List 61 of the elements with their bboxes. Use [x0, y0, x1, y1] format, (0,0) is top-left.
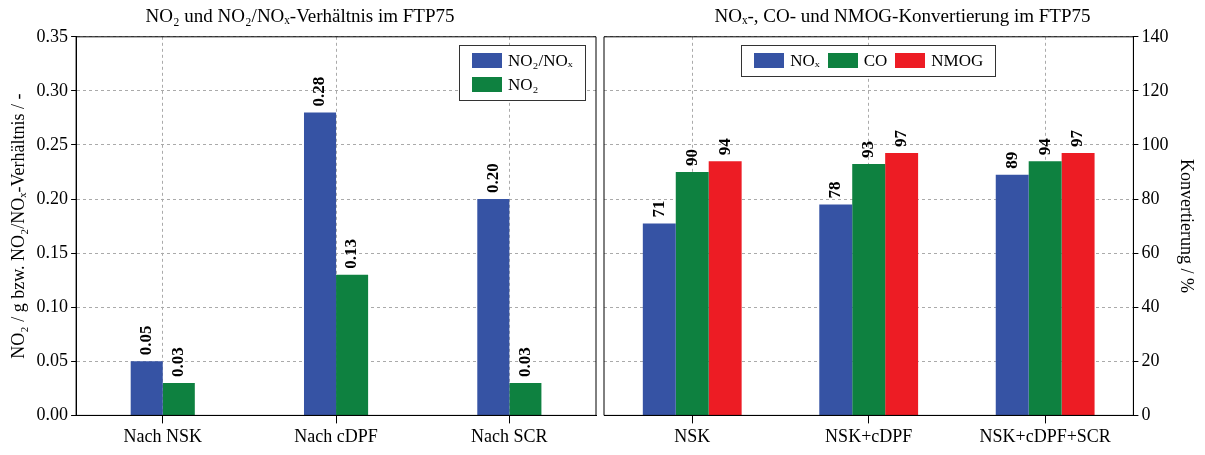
y-tick-label: 0.30 [36, 79, 69, 100]
y2-tick-label: 140 [1141, 25, 1169, 46]
x-tick-label: NSK+cDPF [825, 425, 913, 446]
data-label: 89 [1001, 151, 1021, 169]
data-label: 0.03 [514, 347, 534, 377]
data-label: 0.03 [168, 347, 188, 377]
data-label: 0.05 [136, 325, 156, 356]
y-tick-label: 0.20 [36, 187, 69, 208]
bar [1061, 153, 1095, 415]
x-tick-label: NSK [674, 425, 711, 446]
x-tick-label: Nach NSK [123, 425, 202, 446]
bar [477, 199, 510, 415]
chart-title: NO₂ und NO₂/NOₓ-Verhältnis im FTP75 [145, 5, 455, 27]
y-tick-label: 0.05 [36, 350, 69, 371]
y-tick-label: 0.25 [36, 133, 69, 154]
x-tick-label: Nach SCR [471, 425, 548, 446]
data-label: 0.13 [341, 239, 361, 269]
data-label: 90 [681, 149, 701, 167]
bar [642, 223, 676, 415]
legend-label: NMOG [931, 50, 984, 71]
y2-axis-title: Konvertierung / % [1177, 159, 1198, 294]
legend-label: NOₓ [790, 50, 820, 71]
y2-tick-label: 20 [1141, 350, 1160, 371]
bar [162, 382, 195, 415]
data-label: 94 [714, 137, 734, 156]
bar [885, 153, 919, 415]
data-label: 0.28 [309, 76, 329, 107]
chart-title: NOₓ-, CO- und NMOG-Konvertierung im FTP75 [714, 5, 1091, 27]
y-tick-label: 0.00 [36, 404, 69, 425]
data-label: 78 [825, 181, 845, 199]
y2-tick-label: 120 [1141, 79, 1169, 100]
bar [509, 382, 542, 415]
bar [995, 174, 1029, 415]
bar [303, 112, 337, 415]
x-tick-label: Nach cDPF [294, 425, 378, 446]
x-tick-label: NSK+cDPF+SCR [979, 425, 1111, 446]
y2-tick-label: 0 [1141, 404, 1151, 425]
y-tick-label: 0.35 [36, 25, 69, 46]
data-label: 93 [858, 140, 878, 158]
legend-label: CO [863, 50, 888, 71]
y-tick-label: 0.15 [36, 241, 69, 262]
bar [819, 204, 853, 415]
bar [675, 172, 709, 415]
bar [130, 361, 163, 415]
bar [1028, 161, 1062, 415]
y2-tick-label: 60 [1141, 241, 1160, 262]
data-label: 97 [1067, 129, 1087, 148]
bar [708, 161, 742, 415]
y2-tick-label: 40 [1141, 295, 1160, 316]
bar [852, 163, 886, 415]
data-label: 0.20 [482, 163, 502, 194]
legend-label: NO₂/NOₓ [508, 50, 573, 71]
data-label: 71 [648, 200, 668, 218]
data-label: 97 [891, 129, 911, 148]
y2-tick-label: 100 [1141, 133, 1169, 154]
data-label: 94 [1034, 137, 1054, 156]
y-axis-title: NO₂ / g bzw. NO₂/NOₓ-Verhältnis / - [7, 93, 28, 359]
y2-tick-label: 80 [1141, 187, 1160, 208]
y-tick-label: 0.10 [36, 295, 69, 316]
bar [336, 274, 369, 415]
legend-label: NO₂ [508, 74, 539, 95]
